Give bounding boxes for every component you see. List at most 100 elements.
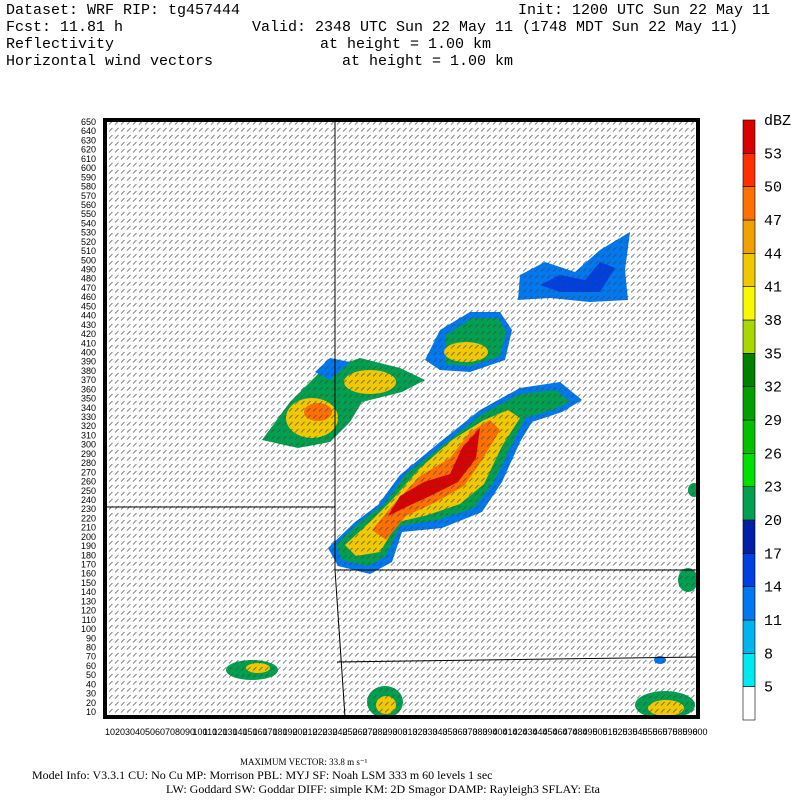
physics: LW: Goddard SW: Goddar DIFF: simple KM: … bbox=[166, 782, 601, 796]
colorbar-label: 53 bbox=[764, 146, 782, 163]
colorbar-box bbox=[742, 486, 756, 521]
colorbar-label: 32 bbox=[764, 380, 782, 397]
x-tick-label: 40 bbox=[135, 727, 145, 737]
x-tick-label: 220 bbox=[312, 727, 327, 737]
y-tick-label: 210 bbox=[81, 523, 96, 533]
x-tick-label: 120 bbox=[212, 727, 227, 737]
x-tick-label: 400 bbox=[492, 727, 507, 737]
colorbar-box bbox=[742, 519, 756, 554]
y-tick-label: 30 bbox=[86, 689, 96, 699]
x-tick-label: 200 bbox=[292, 727, 307, 737]
model-info: Model Info: V3.3.1 CU: No Cu MP: Morriso… bbox=[32, 768, 492, 782]
x-tick-label: 540 bbox=[632, 727, 647, 737]
x-tick-label: 30 bbox=[125, 727, 135, 737]
y-tick-label: 200 bbox=[81, 532, 96, 542]
y-tick-label: 300 bbox=[81, 440, 96, 450]
y-tick-label: 520 bbox=[81, 237, 96, 247]
y-tick-label: 400 bbox=[81, 347, 96, 357]
x-tick-label: 570 bbox=[662, 727, 677, 737]
field: Reflectivity bbox=[6, 36, 114, 53]
colorbar-unit: dBZ bbox=[764, 113, 791, 130]
x-tick-label: 430 bbox=[522, 727, 537, 737]
x-tick-label: 160 bbox=[252, 727, 267, 737]
y-tick-label: 70 bbox=[86, 652, 96, 662]
y-tick-label: 420 bbox=[81, 329, 96, 339]
colorbar-label: 17 bbox=[764, 546, 782, 563]
x-tick-label: 390 bbox=[482, 727, 497, 737]
y-tick-label: 60 bbox=[86, 661, 96, 671]
colorbar-box bbox=[742, 619, 756, 654]
y-tick-label: 80 bbox=[86, 642, 96, 652]
y-tick-label: 560 bbox=[81, 200, 96, 210]
x-tick-label: 580 bbox=[672, 727, 687, 737]
x-tick-label: 380 bbox=[472, 727, 487, 737]
x-tick-label: 410 bbox=[502, 727, 517, 737]
x-tick-label: 230 bbox=[322, 727, 337, 737]
footer: MAXIMUM VECTOR: 33.8 m s⁻¹ Model Info: V… bbox=[32, 757, 601, 796]
y-tick-label: 280 bbox=[81, 458, 96, 468]
x-tick-label: 300 bbox=[392, 727, 407, 737]
x-tick-label: 310 bbox=[402, 727, 417, 737]
x-tick-label: 600 bbox=[692, 727, 707, 737]
x-tick-label: 130 bbox=[222, 727, 237, 737]
x-tick-label: 490 bbox=[582, 727, 597, 737]
x-tick-label: 360 bbox=[452, 727, 467, 737]
x-tick-label: 140 bbox=[232, 727, 247, 737]
frame bbox=[103, 118, 700, 719]
x-tick-label: 480 bbox=[572, 727, 587, 737]
y-tick-label: 550 bbox=[81, 209, 96, 219]
y-tick-label: 360 bbox=[81, 384, 96, 394]
colorbar-box bbox=[742, 686, 756, 721]
x-tick-label: 290 bbox=[382, 727, 397, 737]
y-tick-label: 40 bbox=[86, 679, 96, 689]
x-tick-label: 60 bbox=[155, 727, 165, 737]
boundaries bbox=[105, 120, 699, 718]
y-tick-label: 10 bbox=[86, 707, 96, 717]
colorbar-box bbox=[742, 186, 756, 221]
max-vector: MAXIMUM VECTOR: 33.8 m s⁻¹ bbox=[240, 757, 368, 767]
colorbar-label: 47 bbox=[764, 213, 782, 230]
y-tick-label: 340 bbox=[81, 403, 96, 413]
y-tick-label: 150 bbox=[81, 578, 96, 588]
colorbar-label: 14 bbox=[764, 580, 782, 597]
x-tick-label: 190 bbox=[282, 727, 297, 737]
y-tick-label: 100 bbox=[81, 624, 96, 634]
y-tick-label: 480 bbox=[81, 274, 96, 284]
x-tick-label: 370 bbox=[462, 727, 477, 737]
y-tick-label: 540 bbox=[81, 218, 96, 228]
colorbar-box bbox=[742, 586, 756, 621]
y-tick-label: 140 bbox=[81, 587, 96, 597]
y-tick-label: 350 bbox=[81, 394, 96, 404]
x-tick-label: 110 bbox=[203, 727, 217, 737]
x-tick-label: 180 bbox=[272, 727, 287, 737]
x-tick-label: 90 bbox=[185, 727, 195, 737]
x-tick-label: 440 bbox=[532, 727, 547, 737]
x-tick-label: 170 bbox=[262, 727, 277, 737]
y-tick-label: 410 bbox=[81, 338, 96, 348]
x-tick-label: 350 bbox=[442, 727, 457, 737]
x-tick-label: 100 bbox=[192, 727, 207, 737]
colorbar-label: 35 bbox=[764, 346, 782, 363]
colorbar-box bbox=[742, 219, 756, 254]
x-tick-label: 320 bbox=[412, 727, 427, 737]
y-tick-label: 530 bbox=[81, 228, 96, 238]
y-tick-label: 270 bbox=[81, 467, 96, 477]
colorbar-box bbox=[742, 653, 756, 687]
x-tick-label: 270 bbox=[362, 727, 377, 737]
init: Init: 1200 UTC Sun 22 May 11 bbox=[518, 2, 770, 19]
x-tick-label: 150 bbox=[242, 727, 257, 737]
colorbar-box bbox=[742, 453, 756, 487]
colorbar-label: 11 bbox=[764, 613, 782, 630]
y-tick-label: 460 bbox=[81, 292, 96, 302]
y-tick-label: 440 bbox=[81, 311, 96, 321]
y-tick-label: 490 bbox=[81, 265, 96, 275]
y-tick-label: 590 bbox=[81, 172, 96, 182]
colorbar-label: 20 bbox=[764, 513, 782, 530]
y-tick-label: 120 bbox=[81, 606, 96, 616]
colorbar-box bbox=[742, 419, 756, 454]
y-tick-label: 170 bbox=[81, 560, 96, 570]
colorbar-label: 29 bbox=[764, 413, 782, 430]
x-tick-label: 340 bbox=[432, 727, 447, 737]
y-tick-label: 290 bbox=[81, 449, 96, 459]
